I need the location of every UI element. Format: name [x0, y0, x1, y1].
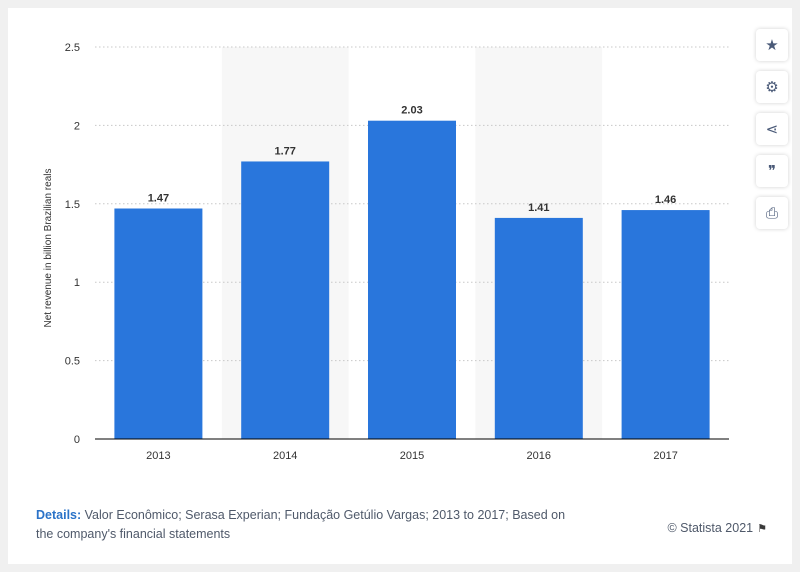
y-tick-label: 2.5: [65, 42, 80, 54]
star-icon[interactable]: ★: [756, 29, 788, 61]
bar-chart: 00.511.522.5 1.471.772.031.411.46 2013 20…: [43, 42, 729, 462]
quote-icon[interactable]: ❞: [756, 155, 788, 187]
bar-2015[interactable]: [368, 120, 456, 440]
data-labels: 1.47 1.77 2.03 1.41 1.46: [148, 105, 677, 214]
y-tick-label: 0.5: [65, 356, 80, 368]
source-details: Details: Valor Econômico; Serasa Experia…: [36, 506, 576, 544]
flag-icon[interactable]: ⚑: [757, 523, 767, 535]
data-label-2017: 1.46: [655, 194, 676, 206]
y-axis-title: Net revenue in billion Brazilian reals: [43, 169, 54, 328]
x-tick-label-2016: 2016: [527, 450, 551, 462]
data-label-2013: 1.47: [148, 193, 169, 205]
x-tick-label-2013: 2013: [146, 450, 170, 462]
toolbar: ★ ⚙ ⋖ ❞ ⎙: [756, 29, 788, 239]
x-tick-label-2014: 2014: [273, 450, 297, 462]
details-text: Valor Econômico; Serasa Experian; Fundaç…: [36, 508, 566, 541]
bar-2013[interactable]: [114, 208, 203, 439]
share-icon[interactable]: ⋖: [756, 113, 788, 145]
y-tick-label: 0: [74, 434, 80, 446]
chart-card: 0 0.5 1 1.5 2 2.5 1.47 1.77 2.03 1.41 1.46 2013 20…: [8, 8, 792, 564]
settings-gear-icon[interactable]: ⚙: [756, 71, 788, 103]
y-tick-label: 1.5: [65, 199, 80, 211]
x-tick-label-2017: 2017: [653, 450, 677, 462]
data-label-2015: 2.03: [401, 105, 422, 117]
bar-2014[interactable]: [241, 161, 330, 440]
details-label[interactable]: Details:: [36, 508, 82, 522]
bar-2016[interactable]: [494, 217, 583, 439]
print-icon[interactable]: ⎙: [756, 197, 788, 229]
bar-2017[interactable]: [621, 210, 710, 439]
statista-credit: © Statista 2021 ⚑: [667, 521, 767, 535]
y-axis-ticks: 0 0.5 1 1.5 2 2.5: [65, 42, 80, 446]
data-label-2016: 1.41: [528, 202, 549, 214]
x-tick-label-2015: 2015: [400, 450, 424, 462]
x-axis-ticks: 2013 2014 2015 2016 2017: [146, 450, 678, 462]
bars: [114, 120, 710, 440]
y-tick-label: 2: [74, 120, 80, 132]
credit-text[interactable]: © Statista 2021: [667, 521, 754, 535]
data-label-2014: 1.77: [274, 145, 295, 157]
y-tick-label: 1: [74, 277, 80, 289]
